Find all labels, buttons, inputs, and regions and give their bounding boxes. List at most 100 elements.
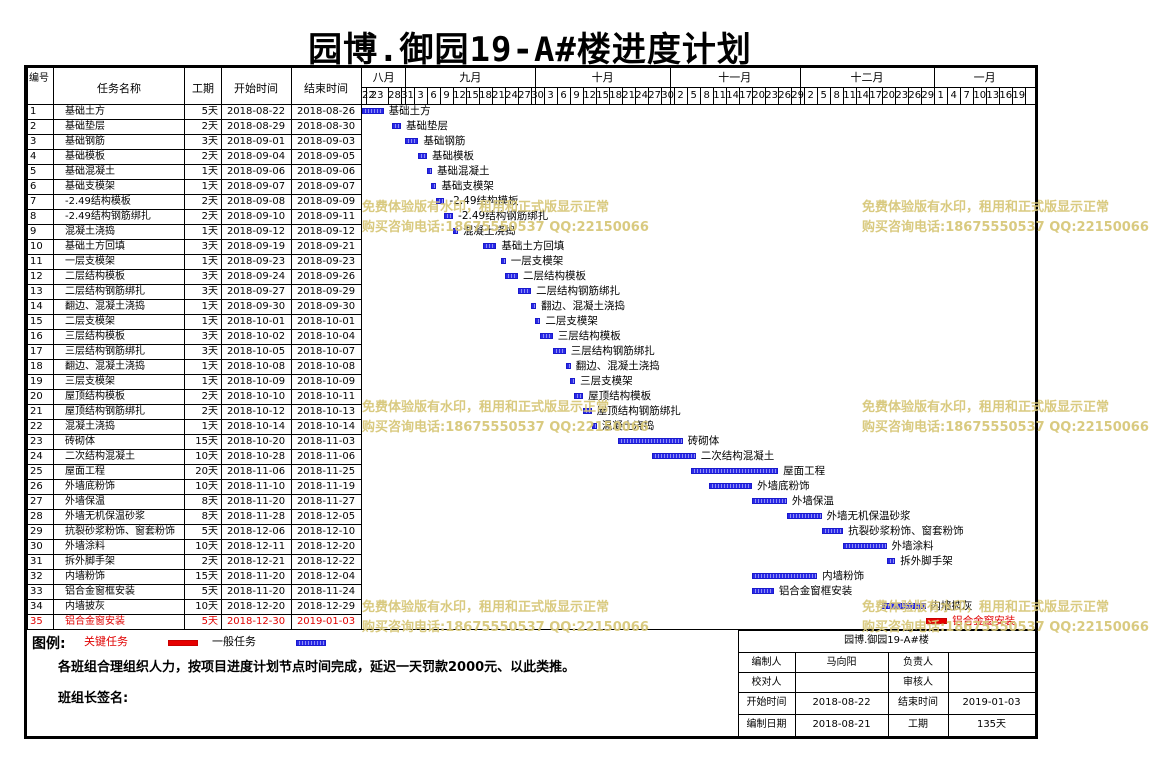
col-divider (53, 68, 54, 629)
gantt-bar[interactable] (505, 273, 519, 279)
gantt-bar[interactable] (708, 483, 753, 489)
info-row-line (738, 714, 1035, 715)
day-label: 12 (583, 90, 596, 101)
watermark: 免费体验版有水印，租用和正式版显示正常 购买咨询电话:18675550537 QQ… (862, 598, 1149, 638)
task-duration: 2天 (201, 196, 218, 207)
gantt-bar[interactable] (362, 108, 384, 114)
gantt-bar[interactable] (882, 603, 926, 609)
watermark-line: 购买咨询电话:18675550537 QQ:22150066 (862, 220, 1149, 235)
gantt-bar[interactable] (591, 423, 597, 429)
gantt-bar[interactable] (925, 618, 948, 624)
col-divider (361, 68, 362, 629)
table-bottom (27, 629, 1035, 630)
gantt-bar[interactable] (617, 438, 683, 444)
task-id: 24 (30, 451, 43, 462)
gantt-bar-label: 一层支模架 (510, 255, 564, 267)
task-id: 31 (30, 556, 43, 567)
gantt-bar-label: 外墙保温 (791, 495, 834, 507)
gantt-bar[interactable] (535, 318, 541, 324)
task-name: 混凝土浇捣 (65, 421, 115, 432)
task-name: 翻边、混凝土浇捣 (65, 301, 145, 312)
task-duration: 2天 (201, 556, 218, 567)
task-id: 2 (30, 121, 37, 132)
task-name: 三层结构模板 (65, 331, 125, 342)
gantt-bar-label: -2.49结构钢筋绑扎 (458, 210, 549, 222)
task-start: 2018-09-10 (226, 211, 286, 222)
gantt-bar[interactable] (483, 243, 497, 249)
task-start: 2018-08-22 (226, 106, 286, 117)
gantt-bar[interactable] (531, 303, 537, 309)
day-sep (804, 87, 806, 104)
gantt-bar[interactable] (652, 453, 696, 459)
day-label: 16 (999, 90, 1013, 101)
info-project: 园博.御园19-A#楼 (844, 635, 929, 646)
gantt-bar[interactable] (574, 393, 584, 399)
info-dur-label: 工期 (908, 719, 928, 730)
gantt-bar[interactable] (427, 168, 433, 174)
task-id: 11 (30, 256, 43, 267)
day-sep (739, 87, 741, 104)
gantt-bar[interactable] (552, 348, 566, 354)
day-label: 30 (661, 90, 674, 101)
gantt-bar[interactable] (821, 528, 844, 534)
gantt-bar[interactable] (444, 213, 454, 219)
info-border (738, 630, 739, 738)
gantt-bar[interactable] (786, 513, 822, 519)
task-end: 2018-11-25 (296, 466, 356, 477)
task-duration: 1天 (201, 301, 218, 312)
gantt-bar[interactable] (886, 558, 896, 564)
day-sep (570, 87, 572, 104)
gantt-bar[interactable] (752, 588, 774, 594)
gantt-bar[interactable] (500, 258, 506, 264)
gantt-bar[interactable] (843, 543, 887, 549)
gantt-bar[interactable] (752, 573, 818, 579)
gantt-bar-label: 内墙披灰 (930, 600, 973, 612)
day-sep (752, 87, 754, 104)
gantt-bar[interactable] (570, 378, 576, 384)
watermark-line: 购买咨询电话:18675550537 QQ:22150066 (362, 420, 649, 435)
watermark-line: 购买咨询电话:18675550537 QQ:22150066 (362, 620, 649, 635)
gantt-bar[interactable] (583, 408, 592, 414)
gantt-bar[interactable] (418, 153, 427, 159)
task-start: 2018-10-08 (226, 361, 286, 372)
info-dur: 135天 (976, 719, 1007, 730)
gantt-bar-label: 外墙涂料 (891, 540, 934, 552)
task-end: 2018-10-11 (296, 391, 356, 402)
task-end: 2018-10-01 (296, 316, 356, 327)
day-sep (700, 87, 702, 104)
task-duration: 20天 (195, 466, 218, 477)
gantt-bar[interactable] (392, 123, 401, 129)
task-start: 2018-11-20 (226, 571, 286, 582)
task-duration: 5天 (201, 586, 218, 597)
task-id: 21 (30, 406, 43, 417)
info-owner-label: 负责人 (903, 657, 933, 668)
row-divider (27, 614, 362, 615)
watermark: 免费体验版有水印，租用和正式版显示正常 购买咨询电话:18675550537 QQ… (862, 198, 1149, 238)
watermark-line: 免费体验版有水印，租用和正式版显示正常 (362, 600, 610, 615)
gantt-bar[interactable] (539, 333, 553, 339)
info-start: 2018-08-22 (812, 697, 871, 708)
gantt-bar[interactable] (405, 138, 419, 144)
gantt-bar[interactable] (453, 228, 459, 234)
legend-critical-swatch (168, 640, 198, 646)
task-duration: 3天 (201, 331, 218, 342)
gantt-bar[interactable] (752, 498, 787, 504)
day-sep (1012, 87, 1014, 104)
gantt-bar[interactable] (691, 468, 779, 474)
row-divider (27, 599, 362, 600)
task-id: 19 (30, 376, 43, 387)
task-name: 铝合金窗框安装 (65, 586, 135, 597)
gantt-bar[interactable] (518, 288, 532, 294)
gantt-bar[interactable] (565, 363, 571, 369)
task-duration: 3天 (201, 136, 218, 147)
task-start: 2018-09-06 (226, 166, 286, 177)
task-start: 2018-10-14 (226, 421, 286, 432)
task-name: 基础土方回填 (65, 241, 125, 252)
task-end: 2018-09-11 (296, 211, 356, 222)
task-id: 22 (30, 421, 43, 432)
info-col-line (948, 652, 949, 738)
gantt-bar[interactable] (431, 183, 437, 189)
gantt-bar[interactable] (435, 198, 445, 204)
row-divider (27, 359, 362, 360)
day-label: 20 (752, 90, 765, 101)
